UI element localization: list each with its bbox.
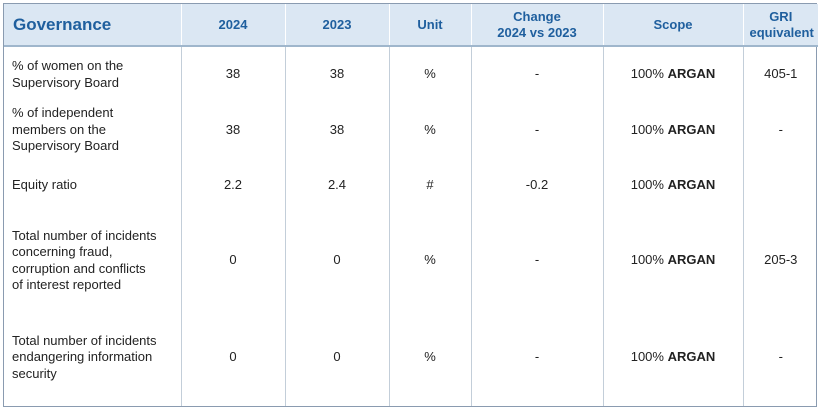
table-title: Governance bbox=[4, 4, 182, 47]
row-label-line: endangering information bbox=[12, 349, 153, 365]
row-label-line: Total number of incidents bbox=[12, 332, 157, 348]
governance-table: Governance 2024 2023 Unit Change 2024 vs… bbox=[4, 4, 818, 406]
column-header-gri-line2: equivalent bbox=[749, 24, 814, 40]
row-label-line: corruption and conflicts bbox=[12, 260, 146, 276]
row-label-line: % of women on the bbox=[12, 58, 124, 73]
column-header-gri: GRI equivalent bbox=[743, 4, 818, 47]
table-row: % of independent members on the Supervis… bbox=[4, 102, 818, 158]
column-header-2023: 2023 bbox=[285, 4, 390, 47]
scope-cell: 100% ARGAN bbox=[603, 158, 744, 212]
value-2024: 0 bbox=[181, 309, 286, 406]
column-header-change: Change 2024 vs 2023 bbox=[471, 4, 604, 47]
unit-cell: % bbox=[389, 212, 472, 309]
value-2024: 0 bbox=[181, 212, 286, 309]
change-cell: - bbox=[471, 309, 604, 406]
row-label-line: Supervisory Board bbox=[12, 74, 119, 90]
row-label-line: % of independent bbox=[12, 105, 114, 121]
gri-cell: - bbox=[778, 349, 783, 365]
scope-entity: ARGAN bbox=[667, 66, 716, 82]
unit-cell: % bbox=[389, 46, 472, 102]
column-header-change-line2: 2024 vs 2023 bbox=[497, 24, 577, 40]
row-label-line: Total number of incidents bbox=[12, 227, 157, 243]
column-header-unit: Unit bbox=[389, 4, 472, 47]
gri-cell bbox=[743, 158, 818, 212]
table-header-row: Governance 2024 2023 Unit Change 2024 vs… bbox=[4, 4, 818, 47]
gri-cell: 405-1 bbox=[764, 66, 798, 82]
value-2023: 38 bbox=[285, 46, 390, 102]
change-cell: -0.2 bbox=[471, 158, 604, 212]
scope-cell: 100% ARGAN bbox=[603, 212, 744, 309]
gri-cell: 205-3 bbox=[764, 252, 798, 268]
column-header-gri-line1: GRI bbox=[769, 8, 793, 24]
change-cell: - bbox=[471, 102, 604, 158]
unit-cell: # bbox=[389, 158, 472, 212]
value-2024: 2.2 bbox=[181, 158, 286, 212]
column-header-scope: Scope bbox=[603, 4, 744, 47]
row-label-line: concerning fraud, bbox=[12, 244, 113, 259]
row-label: Equity ratio bbox=[4, 158, 182, 212]
row-label-line: Equity ratio bbox=[12, 176, 78, 192]
scope-percent: 100% bbox=[630, 66, 664, 82]
row-label: Total number of incidents endangering in… bbox=[4, 309, 182, 406]
table-row: Total number of incidents endangering in… bbox=[4, 309, 818, 406]
column-header-change-line1: Change bbox=[513, 8, 561, 24]
column-header-2024: 2024 bbox=[181, 4, 286, 47]
scope-percent: 100% bbox=[630, 121, 664, 137]
scope-cell: 100% ARGAN bbox=[603, 309, 744, 406]
value-2024: 38 bbox=[181, 46, 286, 102]
value-2023: 38 bbox=[285, 102, 390, 158]
scope-entity: ARGAN bbox=[667, 121, 716, 137]
scope-entity: ARGAN bbox=[667, 349, 716, 365]
row-label: % of independent members on the Supervis… bbox=[4, 102, 182, 158]
governance-table-frame: Governance 2024 2023 Unit Change 2024 vs… bbox=[3, 3, 818, 407]
row-label: % of women on the Supervisory Board bbox=[4, 46, 182, 102]
table-row: Equity ratio 2.2 2.4 # -0.2 100% ARGAN bbox=[4, 158, 818, 212]
scope-entity: ARGAN bbox=[667, 252, 716, 268]
row-label-line: of interest reported bbox=[12, 277, 122, 292]
value-2023: 0 bbox=[285, 212, 390, 309]
value-2024: 38 bbox=[181, 102, 286, 158]
change-cell: - bbox=[471, 46, 604, 102]
scope-percent: 100% bbox=[630, 349, 664, 365]
scope-entity: ARGAN bbox=[667, 176, 716, 192]
scope-percent: 100% bbox=[630, 176, 664, 192]
row-label: Total number of incidents concerning fra… bbox=[4, 212, 182, 309]
row-label-line: Supervisory Board bbox=[12, 138, 119, 154]
gri-cell: - bbox=[778, 121, 783, 137]
row-label-line: members on the bbox=[12, 121, 106, 137]
value-2023: 2.4 bbox=[285, 158, 390, 212]
unit-cell: % bbox=[389, 102, 472, 158]
value-2023: 0 bbox=[285, 309, 390, 406]
change-cell: - bbox=[471, 212, 604, 309]
scope-cell: 100% ARGAN bbox=[603, 46, 744, 102]
table-row: % of women on the Supervisory Board 38 3… bbox=[4, 46, 818, 102]
unit-cell: % bbox=[389, 309, 472, 406]
row-label-line: security bbox=[12, 365, 57, 381]
scope-percent: 100% bbox=[630, 252, 664, 268]
scope-cell: 100% ARGAN bbox=[603, 102, 744, 158]
table-row: Total number of incidents concerning fra… bbox=[4, 212, 818, 309]
